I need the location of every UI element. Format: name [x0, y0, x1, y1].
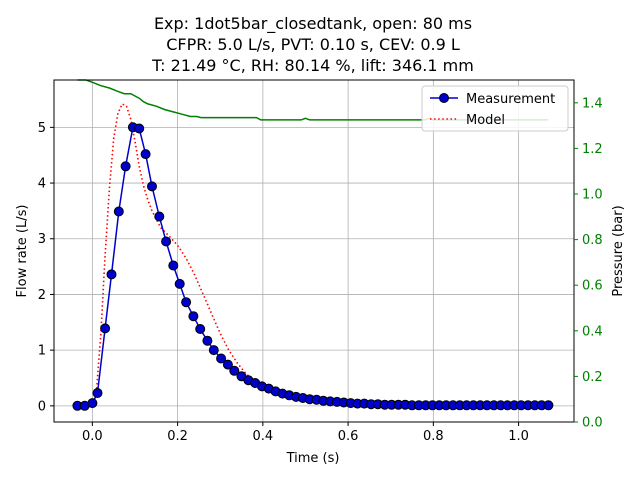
series-measurement-markers: [72, 122, 554, 411]
legend-measurement-marker: [439, 93, 449, 103]
measurement-point: [216, 353, 227, 364]
measurement-point: [120, 161, 131, 172]
x-tick-label: 0.2: [167, 429, 188, 444]
y-tick-label: 0: [38, 399, 46, 414]
measurement-point: [100, 323, 111, 334]
y2-tick-label: 0.8: [582, 233, 603, 248]
series-layer: [72, 79, 554, 411]
plot-frame: [53, 79, 575, 423]
title-line-2: CFPR: 5.0 L/s, PVT: 0.10 s, CEV: 0.9 L: [166, 35, 460, 54]
y2-tick-label: 1.2: [582, 142, 603, 157]
measurement-point: [106, 269, 117, 280]
legend: Measurement Model: [421, 85, 569, 132]
x-tick-label: 0.6: [338, 429, 359, 444]
measurement-point: [188, 311, 199, 322]
measurement-point: [147, 181, 157, 192]
measurement-point: [202, 335, 213, 346]
y2-axis-label: Pressure (bar): [611, 205, 626, 296]
measurement-point: [87, 398, 98, 409]
measurement-point: [195, 324, 206, 334]
y-tick-label: 5: [38, 121, 46, 136]
x-tick-label: 1.0: [508, 429, 529, 444]
measurement-point: [154, 211, 165, 222]
legend-measurement-label: Measurement: [466, 92, 555, 107]
title-line-3: T: 21.49 °C, RH: 80.14 %, lift: 346.1 mm: [151, 56, 474, 75]
x-axis-label: Time (s): [286, 451, 340, 466]
y-tick-label: 2: [38, 288, 46, 303]
legend-model-label: Model: [466, 113, 505, 128]
measurement-point: [168, 260, 179, 271]
measurement-point: [140, 149, 151, 160]
measurement-point: [229, 365, 240, 376]
y2-tick-label: 0.2: [582, 370, 603, 385]
y2-tick-label: 1.0: [582, 188, 603, 203]
measurement-point: [113, 206, 124, 217]
grid: [54, 80, 574, 422]
x-tick-label: 0.8: [423, 429, 444, 444]
y-tick-label: 4: [38, 177, 46, 192]
legend-box: [421, 85, 569, 132]
x-tick-label: 0.0: [82, 429, 103, 444]
measurement-point: [134, 123, 145, 134]
measurement-point: [92, 388, 103, 398]
measurement-point: [208, 345, 219, 356]
measurement-point: [543, 400, 554, 411]
x-axis: 0.0 0.2 0.4 0.6 0.8 1.0: [82, 422, 529, 444]
chart-title: Exp: 1dot5bar_closedtank, open: 80 ms CF…: [151, 14, 474, 75]
y2-tick-label: 1.4: [582, 96, 603, 111]
title-line-1: Exp: 1dot5bar_closedtank, open: 80 ms: [154, 14, 472, 34]
measurement-point: [174, 278, 185, 289]
y2-tick-label: 0.6: [582, 279, 603, 294]
series-pressure-line: [77, 79, 549, 121]
y-axis-left: 0 1 2 3 4 5: [38, 121, 54, 414]
measurement-point: [181, 297, 192, 308]
y2-tick-label: 0.0: [582, 416, 603, 431]
measurement-point: [161, 236, 172, 247]
y-axis-label: Flow rate (L/s): [15, 205, 30, 298]
y-tick-label: 3: [38, 232, 46, 247]
y2-tick-label: 0.4: [582, 324, 603, 339]
y-axis-right: 0.0 0.2 0.4 0.6 0.8 1.0 1.2 1.4: [574, 96, 603, 431]
y-tick-label: 1: [38, 344, 46, 359]
x-tick-label: 0.4: [253, 429, 274, 444]
measurement-point: [222, 359, 233, 370]
